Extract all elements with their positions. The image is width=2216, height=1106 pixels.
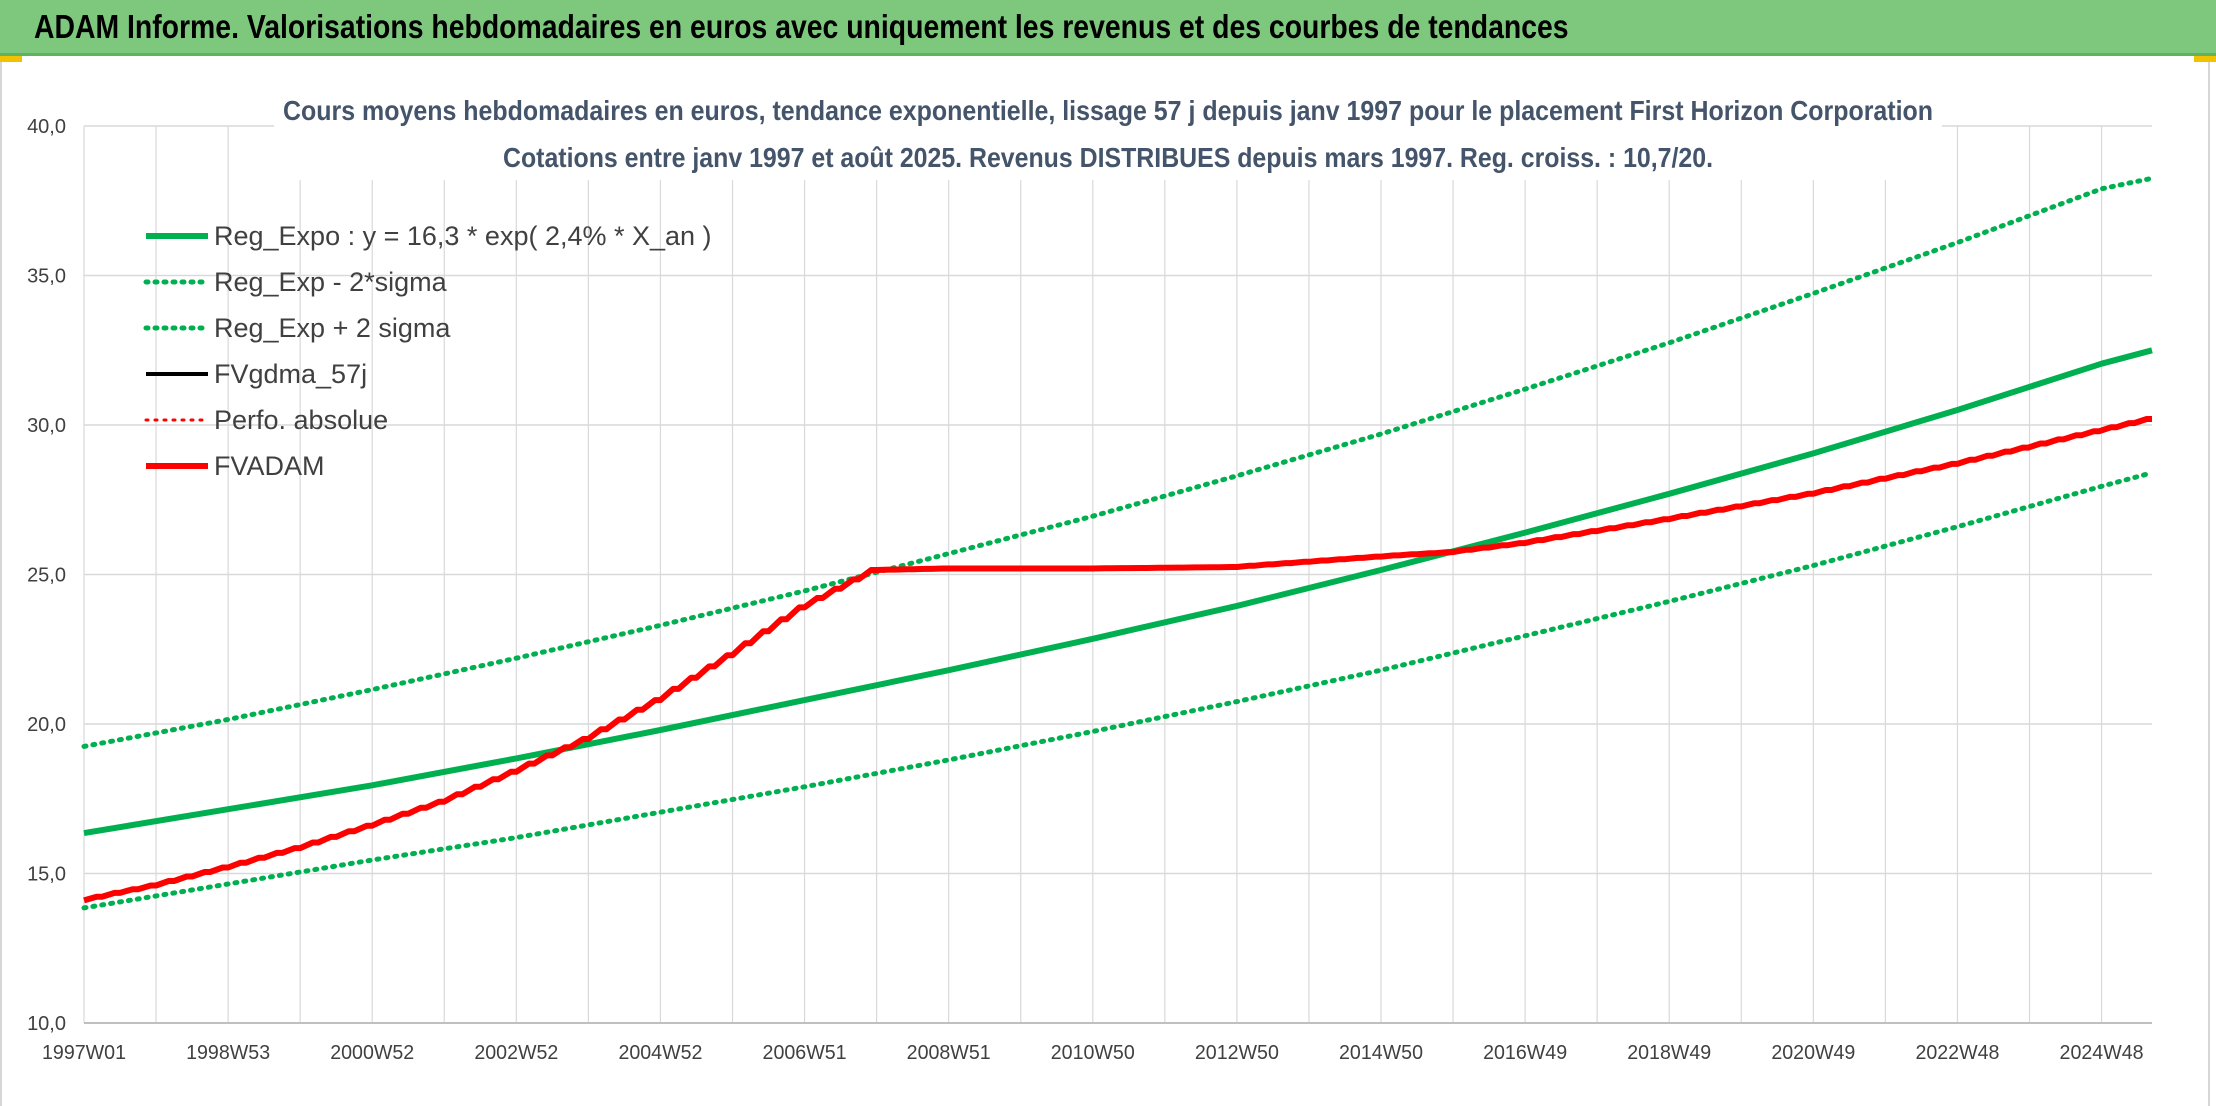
x-tick-label: 2000W52 xyxy=(330,1042,414,1064)
grid-layer xyxy=(83,125,2152,1024)
header-banner: ADAM Informe. Valorisations hebdomadaire… xyxy=(0,0,2216,56)
y-tick-label: 35,0 xyxy=(27,266,66,288)
axis-layer: 10,0 15,0 20,0 25,0 30,0 35,0 40,0 1997W01 1998W… xyxy=(27,116,2152,1064)
y-tick-label: 30,0 xyxy=(27,415,66,437)
series-line-5 xyxy=(83,416,2152,904)
x-tick-label: 2014W50 xyxy=(1339,1042,1423,1064)
x-tick-label: 2020W49 xyxy=(1771,1042,1855,1064)
x-tick-label: 2006W51 xyxy=(763,1042,847,1064)
y-tick-label: 40,0 xyxy=(27,116,66,138)
chart-frame xyxy=(0,62,2210,1106)
x-tick-label: 2018W49 xyxy=(1627,1042,1711,1064)
y-tick-label: 25,0 xyxy=(27,565,66,587)
title-background xyxy=(274,92,1942,180)
x-tick-label: 1997W01 xyxy=(42,1042,126,1064)
x-tick-label: 2024W48 xyxy=(2060,1042,2144,1064)
series-layer xyxy=(81,175,2155,911)
x-tick-label: 2002W52 xyxy=(474,1042,558,1064)
series-line-0 xyxy=(83,347,2153,837)
y-tick-label: 15,0 xyxy=(27,864,66,886)
legend: Reg_Expo : y = 16,3 * exp( 2,4% * X_an )… xyxy=(143,221,712,481)
chart-subtitle: Cotations entre janv 1997 et août 2025. … xyxy=(503,142,1713,173)
x-tick-label: 2010W50 xyxy=(1051,1042,1135,1064)
x-tick-label: 2022W48 xyxy=(1915,1042,1999,1064)
x-tick-label: 2016W49 xyxy=(1483,1042,1567,1064)
chart-title: Cours moyens hebdomadaires en euros, ten… xyxy=(283,95,1933,126)
x-tick-label: 2008W51 xyxy=(907,1042,991,1064)
legend-label-4: Perfo. absolue xyxy=(214,405,388,435)
legend-label-5: FVADAM xyxy=(214,451,325,481)
x-tick-label: 1998W53 xyxy=(186,1042,270,1064)
legend-label-0: Reg_Expo : y = 16,3 * exp( 2,4% * X_an ) xyxy=(214,221,712,251)
x-tick-label: 2012W50 xyxy=(1195,1042,1279,1064)
legend-label-3: FVgdma_57j xyxy=(214,359,367,389)
banner-title: ADAM Informe. Valorisations hebdomadaire… xyxy=(34,8,1569,45)
series-line-2 xyxy=(81,175,2155,749)
banner-corner-right xyxy=(2194,56,2216,62)
banner-corner-left xyxy=(0,56,22,62)
legend-label-2: Reg_Exp + 2 sigma xyxy=(214,313,451,343)
x-tick-label: 2004W52 xyxy=(618,1042,702,1064)
y-tick-label: 20,0 xyxy=(27,714,66,736)
legend-label-1: Reg_Exp - 2*sigma xyxy=(214,267,448,297)
y-tick-label: 10,0 xyxy=(27,1013,66,1035)
series-line-1 xyxy=(81,470,2155,911)
